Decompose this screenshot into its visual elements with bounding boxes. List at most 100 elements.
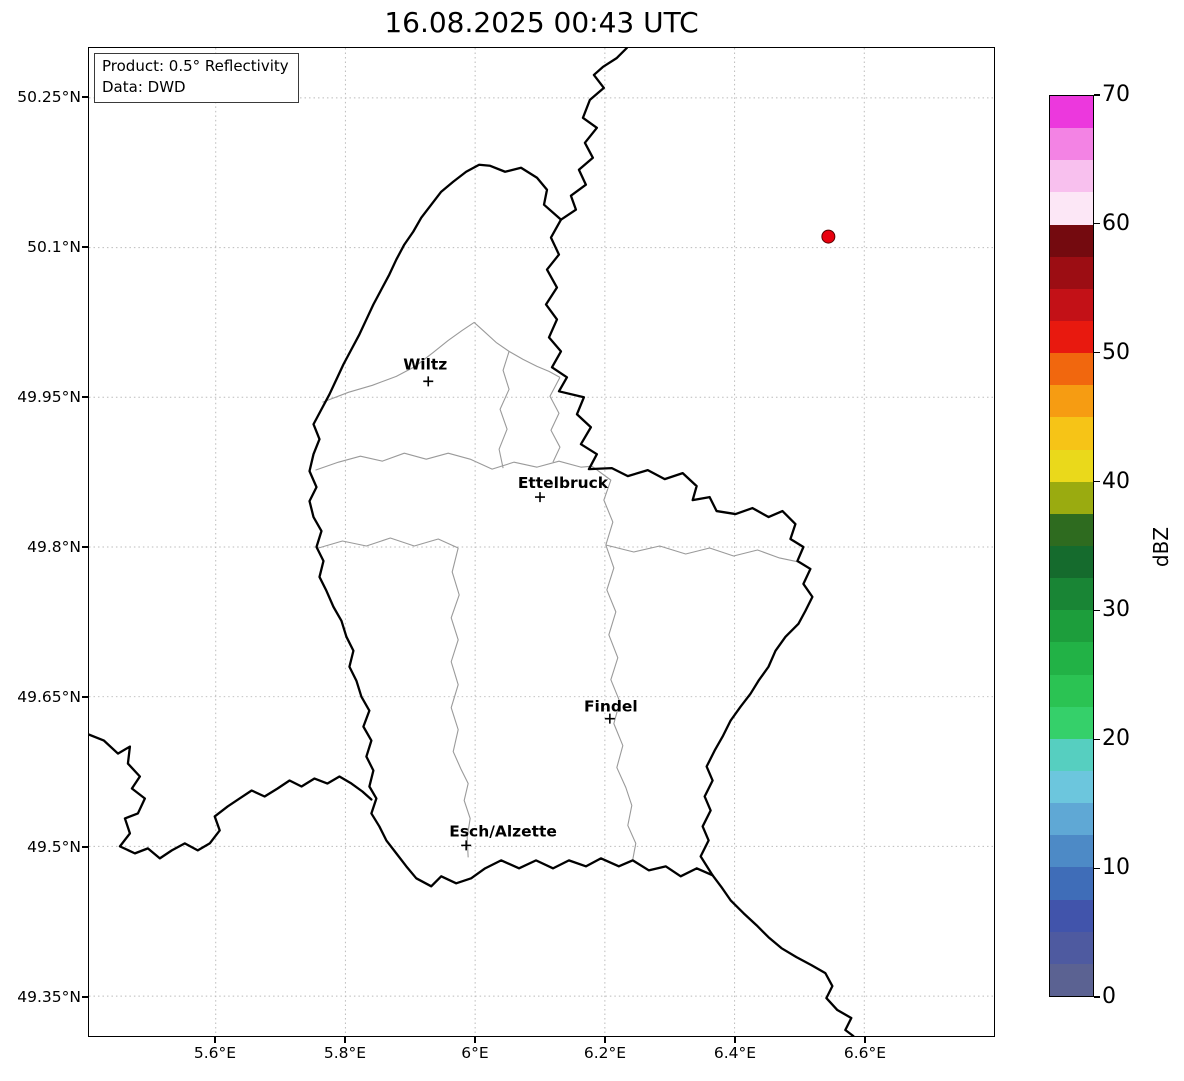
colorbar-segment: [1050, 224, 1093, 257]
y-tick-label: 50.25°N: [17, 88, 81, 106]
colorbar-segment: [1050, 513, 1093, 546]
colorbar-segment: [1050, 417, 1093, 450]
colorbar-tick-mark: [1094, 609, 1100, 612]
france-germany-border: [711, 874, 855, 1036]
belgium-germany-border: [559, 48, 628, 221]
district-boundary: [498, 351, 510, 469]
colorbar-tick-mark: [1094, 867, 1100, 869]
colorbar-segment: [1050, 770, 1093, 804]
x-tick-mark: [864, 1037, 866, 1043]
colorbar-tick-label: 30: [1102, 597, 1130, 623]
colorbar-segment: [1050, 642, 1093, 675]
colorbar: [1049, 95, 1094, 997]
colorbar-tick-mark: [1094, 996, 1100, 998]
product-line: Product: 0.5° Reflectivity: [102, 57, 289, 75]
district-borders: [315, 321, 799, 860]
city-label: Ettelbruck: [518, 474, 609, 492]
district-boundary: [318, 537, 459, 549]
colorbar-segment: [1050, 128, 1093, 161]
y-tick-label: 49.65°N: [17, 688, 81, 706]
y-tick-mark: [82, 696, 88, 698]
figure-title: 16.08.2025 00:43 UTC: [384, 6, 699, 39]
colorbar-segment: [1050, 385, 1093, 418]
colorbar-segment: [1050, 867, 1093, 900]
map-panel: Wiltz Ettelbruck Findel Esch/Alzette Produc…: [88, 47, 995, 1037]
colorbar-segment: [1050, 96, 1093, 129]
x-tick-mark: [344, 1037, 346, 1043]
city-label: Wiltz: [403, 355, 447, 373]
y-tick-mark: [82, 96, 88, 98]
colorbar-tick-label: 10: [1102, 855, 1130, 881]
colorbar-segment: [1050, 835, 1093, 868]
france-belgium-border: [89, 733, 373, 860]
colorbar-tick-label: 60: [1102, 210, 1130, 236]
colorbar-tick-label: 20: [1102, 726, 1130, 752]
colorbar-segment: [1050, 449, 1093, 482]
district-boundary: [322, 321, 561, 403]
y-tick-mark: [82, 996, 88, 998]
colorbar-segment: [1050, 706, 1093, 739]
x-tick-label: 5.6°E: [193, 1044, 237, 1062]
colorbar-tick-label: 0: [1102, 984, 1116, 1009]
city-label: Esch/Alzette: [449, 822, 557, 840]
x-tick-label: 6.2°E: [583, 1044, 627, 1062]
y-tick-label: 49.5°N: [27, 838, 81, 856]
colorbar-tick-mark: [1094, 94, 1100, 96]
colorbar-unit-label: dBZ: [1149, 526, 1173, 568]
city-marker: [604, 713, 615, 724]
country-borders: [89, 48, 855, 1036]
district-boundary: [605, 544, 799, 563]
district-boundary: [315, 452, 592, 471]
colorbar-tick-mark: [1094, 352, 1100, 354]
x-tick-mark: [474, 1037, 476, 1043]
district-boundary: [450, 547, 471, 858]
colorbar-segment: [1050, 256, 1093, 289]
colorbar-segment: [1050, 578, 1093, 611]
colorbar-segment: [1050, 738, 1093, 771]
y-tick-mark: [82, 246, 88, 248]
y-tick-mark: [82, 846, 88, 848]
y-tick-label: 49.8°N: [27, 538, 81, 556]
grid-lines: [89, 48, 994, 1036]
colorbar-segment: [1050, 963, 1093, 996]
colorbar-tick-label: 50: [1102, 339, 1130, 365]
y-tick-mark: [82, 546, 88, 548]
data-source-line: Data: DWD: [102, 78, 186, 96]
colorbar-segment: [1050, 160, 1093, 193]
x-tick-mark: [214, 1037, 216, 1043]
luxembourg-border: [308, 163, 814, 888]
colorbar-tick-label: 40: [1102, 468, 1130, 494]
colorbar-tick-mark: [1094, 480, 1100, 483]
colorbar-segment: [1050, 674, 1093, 707]
radar-detection-dot: [821, 229, 836, 244]
x-tick-label: 5.8°E: [323, 1044, 367, 1062]
product-info-box: Product: 0.5° Reflectivity Data: DWD: [94, 53, 299, 103]
colorbar-segment: [1050, 481, 1093, 514]
colorbar-tick-mark: [1094, 738, 1100, 740]
y-tick-mark: [82, 396, 88, 398]
colorbar-segment: [1050, 288, 1093, 321]
y-tick-label: 49.95°N: [17, 388, 81, 406]
colorbar-segment: [1050, 353, 1093, 386]
colorbar-segment: [1050, 320, 1093, 354]
x-tick-mark: [604, 1037, 606, 1043]
district-boundary: [591, 465, 637, 860]
colorbar-segment: [1050, 192, 1093, 225]
colorbar-segment: [1050, 545, 1093, 579]
colorbar-segment: [1050, 803, 1093, 836]
x-tick-label: 6.6°E: [843, 1044, 887, 1062]
colorbar-segment: [1050, 931, 1093, 964]
city-marker: [423, 376, 434, 387]
colorbar-segment: [1050, 610, 1093, 643]
x-tick-label: 6°E: [461, 1044, 489, 1062]
city-marker: [535, 492, 545, 503]
colorbar-tick-label: 70: [1102, 82, 1130, 107]
city-marker: [461, 840, 472, 851]
y-tick-label: 50.1°N: [27, 238, 81, 256]
colorbar-segment: [1050, 899, 1093, 932]
colorbar-tick-mark: [1094, 223, 1100, 225]
map-canvas: Wiltz Ettelbruck Findel Esch/Alzette: [89, 48, 994, 1036]
district-boundary: [549, 377, 561, 463]
city-markers: Wiltz Ettelbruck Findel Esch/Alzette: [403, 355, 638, 851]
